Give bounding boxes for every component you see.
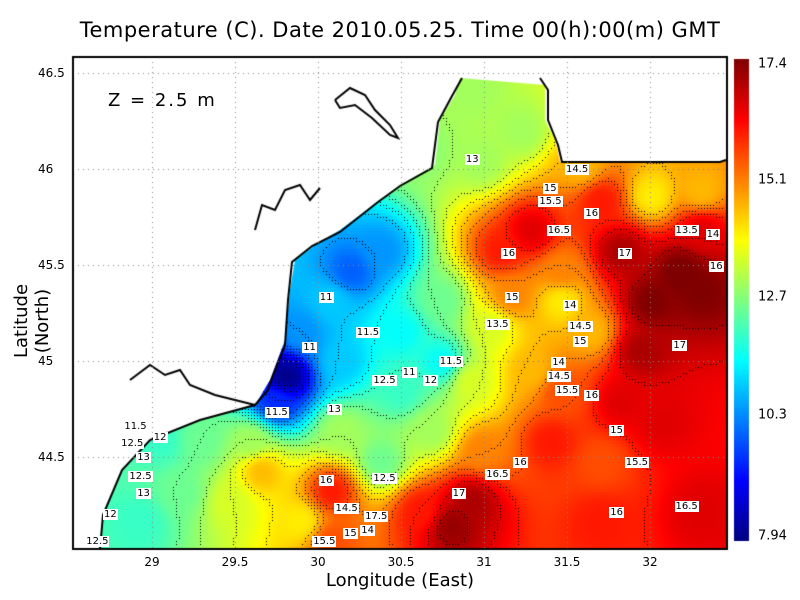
- contour-label: 16: [609, 507, 625, 519]
- x-tick-label: 30: [310, 555, 326, 569]
- x-tick-label: 30.5: [387, 555, 415, 569]
- x-tick-label: 29: [144, 555, 160, 569]
- y-tick-label: 45: [38, 354, 54, 368]
- contour-label: 12.5: [128, 470, 153, 482]
- contour-label: 14: [562, 299, 578, 311]
- contour-label: 17: [451, 487, 467, 499]
- contour-label: 12.5: [372, 472, 397, 484]
- x-tick-label: 32: [642, 555, 658, 569]
- contour-label: 12.5: [372, 374, 397, 386]
- contour-label: 15: [609, 424, 625, 436]
- contour-label: 11: [318, 292, 334, 304]
- colorbar-tick-label: 7.94: [758, 528, 787, 544]
- contour-label: 11.5: [438, 355, 464, 367]
- contour-label: 12: [152, 432, 168, 444]
- contour-label: 16: [501, 247, 517, 259]
- contour-label: 14: [705, 228, 721, 240]
- contour-label: 16: [584, 207, 600, 219]
- contour-label: 12.5: [85, 535, 110, 547]
- contour-label: 15: [343, 528, 358, 540]
- contour-label: 15: [572, 336, 588, 348]
- contour-label: 13.5: [674, 224, 699, 236]
- contour-label: 17.5: [364, 511, 389, 523]
- contour-label: 16: [318, 474, 334, 486]
- contour-label: 13.5: [485, 319, 510, 331]
- contour-label: 14: [551, 357, 566, 369]
- y-tick-label: 46.5: [38, 66, 65, 80]
- contour-label: 16.5: [546, 224, 571, 236]
- x-tick-label: 31: [476, 555, 492, 569]
- contour-label: 16.5: [485, 468, 510, 480]
- x-tick-label: 29.5: [221, 555, 249, 569]
- y-tick-label: 46: [38, 162, 54, 176]
- y-tick-label: 45.5: [38, 258, 65, 272]
- contour-label: 11.5: [123, 420, 148, 432]
- contour-label: 11: [302, 342, 317, 354]
- contour-label: 16: [513, 457, 528, 469]
- contour-label: 15.5: [624, 457, 649, 469]
- contour-label: 15: [542, 182, 558, 194]
- contour-label: 13: [327, 403, 342, 415]
- contour-label: 16: [708, 261, 724, 273]
- contour-label: 15: [504, 292, 520, 304]
- contour-label: 16: [584, 390, 600, 402]
- contour-label: 15.5: [555, 384, 580, 396]
- contour-label: 13: [136, 487, 151, 499]
- y-axis-label: Latitude (North): [11, 283, 53, 359]
- contour-label: 16.5: [674, 501, 699, 513]
- contour-label: 11.5: [355, 326, 381, 338]
- contour-label: 13: [464, 153, 480, 165]
- contour-label: 11.5: [264, 407, 289, 419]
- chart-title: Temperature (C). Date 2010.05.25. Time 0…: [79, 18, 721, 42]
- contour-label: 17: [617, 247, 633, 259]
- y-tick-label: 44.5: [38, 450, 65, 464]
- colorbar-tick-label: 15.1: [758, 172, 787, 188]
- colorbar-tick-label: 17.4: [758, 56, 787, 72]
- contour-label: 15.5: [538, 196, 563, 208]
- contour-label: 14.5: [546, 371, 571, 383]
- contour-label: 14.5: [334, 502, 359, 514]
- contour-label: 17: [672, 340, 688, 352]
- contour-label: 14: [360, 524, 376, 536]
- x-tick-label: 31.5: [553, 555, 581, 569]
- contour-label: 15.5: [312, 536, 337, 547]
- contour-label: 12: [423, 374, 439, 386]
- contour-label: 14.5: [568, 320, 593, 332]
- contour-label: 12.5: [120, 438, 145, 450]
- contour-label: 12: [103, 509, 118, 521]
- contour-label: 13: [136, 451, 151, 463]
- x-axis-label: Longitude (East): [325, 570, 475, 591]
- depth-label: Z = 2.5 m: [108, 90, 217, 111]
- colorbar-tick-label: 12.7: [758, 289, 787, 305]
- colorbar-tick-label: 10.3: [758, 407, 787, 423]
- contour-label: 11: [401, 367, 417, 379]
- contour-label: 14.5: [564, 163, 590, 175]
